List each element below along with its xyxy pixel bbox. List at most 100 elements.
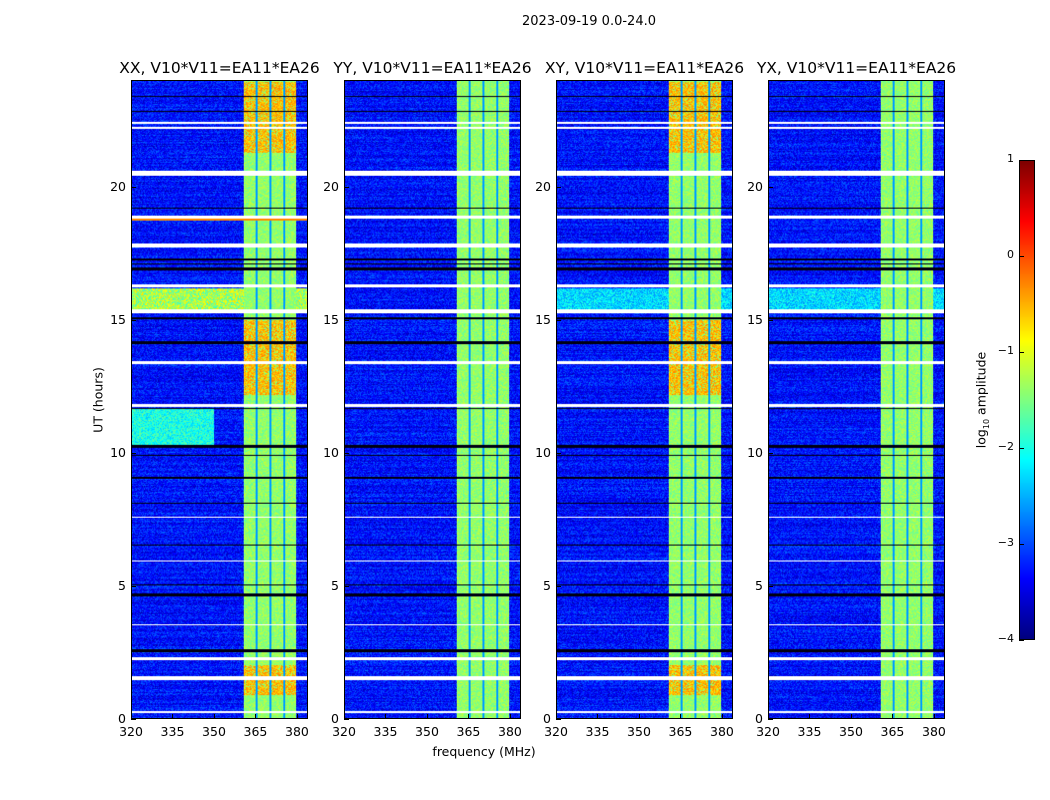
colorbar-tick-mark: [1019, 256, 1024, 257]
y-tick-mark: [131, 452, 136, 454]
y-tick-mark: [131, 186, 136, 188]
x-tick-mark: [426, 714, 428, 719]
x-tick-mark: [296, 714, 298, 719]
spectrogram-panel-yx: [768, 80, 945, 719]
y-tick-mark: [131, 319, 136, 321]
panel-title: XY, V10*V11=EA11*EA26: [544, 59, 745, 77]
x-tick-label: 365: [456, 724, 481, 739]
x-tick-label: 380: [710, 724, 734, 739]
x-tick-label: 335: [160, 724, 185, 739]
y-tick-mark: [344, 719, 349, 720]
x-tick-mark: [468, 714, 470, 719]
x-tick-mark: [556, 714, 557, 719]
spectrogram-panel-xy: [556, 80, 733, 719]
y-tick-mark: [344, 186, 349, 188]
x-tick-mark: [638, 714, 640, 719]
y-tick-label: 10: [323, 444, 339, 460]
x-tick-mark: [213, 714, 215, 719]
x-tick-label: 350: [627, 724, 651, 739]
colorbar-tick-label: −4: [997, 632, 1014, 645]
x-tick-label: 365: [243, 724, 268, 739]
x-tick-label: 320: [332, 724, 356, 739]
x-tick-mark: [809, 714, 811, 719]
colorbar-tick-mark: [1019, 544, 1024, 545]
x-tick-mark: [385, 714, 387, 719]
x-tick-label: 320: [756, 724, 780, 739]
heatmap-cells: [345, 81, 520, 718]
y-tick-label: 20: [323, 178, 339, 194]
x-tick-mark: [131, 714, 132, 719]
y-tick-label: 15: [110, 311, 126, 327]
x-tick-mark: [850, 714, 852, 719]
y-tick-mark: [556, 319, 561, 321]
x-tick-mark: [344, 714, 345, 719]
y-tick-mark: [344, 319, 349, 321]
y-tick-label: 5: [118, 577, 126, 593]
x-tick-label: 365: [880, 724, 905, 739]
x-tick-label: 350: [839, 724, 863, 739]
x-tick-mark: [172, 714, 174, 719]
colorbar-tick-label: −3: [997, 536, 1014, 549]
y-tick-mark: [556, 186, 561, 188]
y-axis-label: UT (hours): [90, 367, 106, 433]
x-tick-label: 380: [285, 724, 309, 739]
x-tick-mark: [892, 714, 894, 719]
x-tick-label: 365: [668, 724, 693, 739]
y-tick-label: 0: [543, 711, 551, 726]
y-tick-label: 0: [755, 711, 763, 726]
x-tick-label: 380: [922, 724, 946, 739]
x-tick-label: 335: [797, 724, 822, 739]
colorbar-label: log10 amplitude: [973, 351, 991, 449]
y-tick-label: 0: [331, 711, 339, 726]
y-tick-mark: [131, 719, 136, 720]
y-tick-label: 5: [755, 577, 763, 593]
colorbar-tick-mark: [1019, 160, 1024, 161]
y-tick-label: 15: [535, 311, 551, 327]
y-tick-mark: [768, 719, 773, 720]
x-tick-mark: [255, 714, 257, 719]
colorbar-tick-mark: [1019, 352, 1024, 353]
y-tick-label: 10: [535, 444, 551, 460]
y-tick-mark: [344, 585, 349, 587]
y-tick-mark: [768, 452, 773, 454]
x-tick-label: 335: [585, 724, 610, 739]
x-tick-mark: [597, 714, 599, 719]
x-axis-label: frequency (MHz): [432, 744, 536, 759]
spectrogram-panel-xx: [131, 80, 308, 719]
y-tick-mark: [556, 585, 561, 587]
x-tick-label: 335: [373, 724, 398, 739]
y-tick-mark: [131, 585, 136, 587]
x-tick-label: 320: [119, 724, 143, 739]
heatmap-cells: [132, 81, 307, 718]
x-tick-mark: [933, 714, 935, 719]
colorbar-tick-label: −1: [997, 344, 1014, 357]
y-tick-label: 15: [747, 311, 763, 327]
panel-title: YY, V10*V11=EA11*EA26: [333, 59, 532, 77]
x-tick-label: 350: [202, 724, 226, 739]
x-tick-mark: [721, 714, 723, 719]
colorbar-tick-label: 1: [1007, 152, 1014, 165]
y-tick-label: 20: [535, 178, 551, 194]
colorbar-tick-label: −2: [997, 440, 1014, 453]
y-tick-label: 5: [331, 577, 339, 593]
y-tick-label: 10: [747, 444, 763, 460]
colorbar-tick-mark: [1019, 448, 1024, 449]
colorbar: [1019, 160, 1035, 640]
x-tick-mark: [768, 714, 769, 719]
panel-title: YX, V10*V11=EA11*EA26: [756, 59, 957, 77]
x-tick-mark: [680, 714, 682, 719]
y-tick-mark: [344, 452, 349, 454]
y-tick-mark: [768, 585, 773, 587]
x-tick-label: 320: [544, 724, 568, 739]
x-tick-mark: [509, 714, 511, 719]
y-tick-mark: [556, 452, 561, 454]
colorbar-tick-mark: [1019, 640, 1024, 641]
y-tick-label: 10: [110, 444, 126, 460]
colorbar-tick-label: 0: [1007, 248, 1014, 261]
y-tick-mark: [768, 319, 773, 321]
y-tick-label: 5: [543, 577, 551, 593]
y-tick-label: 15: [323, 311, 339, 327]
spectrogram-panel-yy: [344, 80, 521, 719]
y-tick-label: 0: [118, 711, 126, 726]
